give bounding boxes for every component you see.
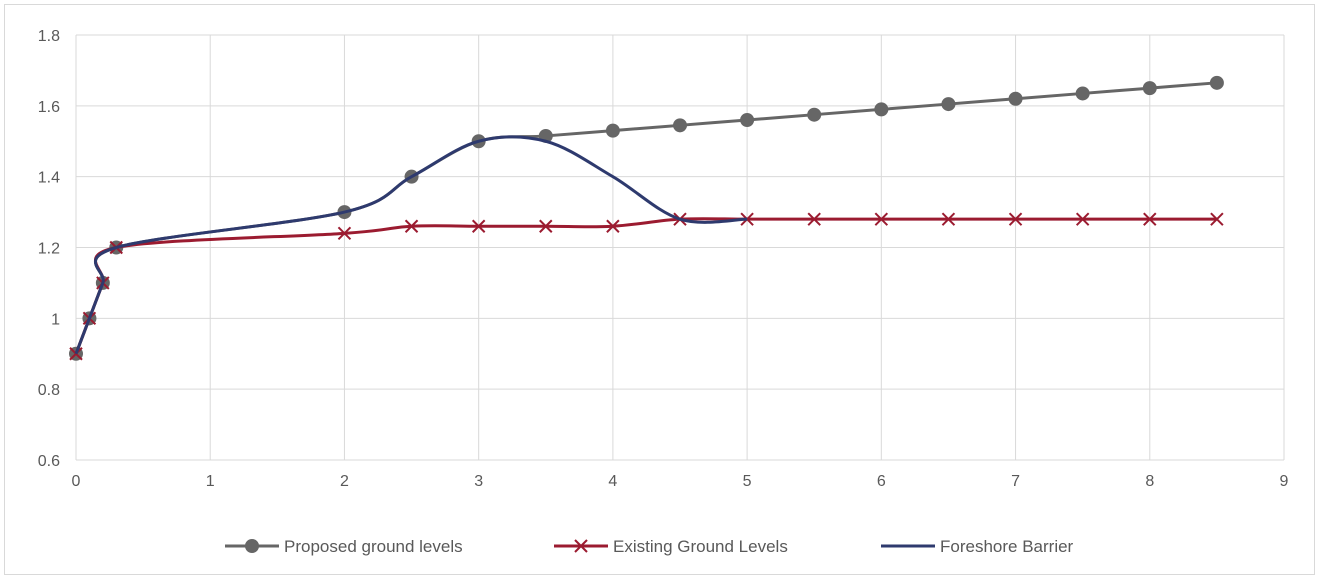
data-point	[1210, 212, 1224, 226]
legend-item: Proposed ground levels	[225, 537, 463, 556]
data-point	[807, 107, 822, 122]
x-tick-label: 5	[743, 473, 752, 490]
series-foreshore-barrier	[74, 135, 748, 355]
data-point	[807, 212, 821, 226]
line-chart: 0 1 2 3 4 5 6 7 8 9 0.6 0.8 1 1.2 1.4 1.6 1.8 Proposed g…	[38, 28, 1289, 556]
y-tick-label: 0.6	[38, 453, 60, 470]
series-lines	[69, 75, 1224, 361]
legend-marker	[245, 539, 259, 553]
data-point	[740, 113, 755, 127]
data-point	[605, 123, 620, 138]
x-tick-label: 4	[608, 473, 617, 490]
x-tick-label: 6	[877, 473, 886, 490]
data-point	[874, 212, 889, 226]
series-existing-ground-levels	[69, 212, 1224, 361]
y-tick-label: 1.6	[38, 99, 60, 116]
data-point	[606, 219, 620, 233]
x-tick-label: 2	[340, 473, 349, 490]
data-point	[539, 219, 553, 233]
data-point	[1075, 86, 1090, 101]
legend-item: Foreshore Barrier	[881, 537, 1074, 556]
data-point	[1209, 75, 1224, 90]
data-point	[1143, 212, 1157, 226]
x-tick-label: 0	[72, 473, 81, 490]
data-point	[404, 219, 419, 233]
y-tick-label: 1.8	[38, 28, 60, 45]
x-tick-label: 1	[206, 473, 215, 490]
legend-item: Existing Ground Levels	[554, 537, 788, 556]
y-tick-label: 1	[51, 311, 60, 328]
x-tick-label: 8	[1145, 473, 1154, 490]
data-point	[740, 212, 754, 226]
gridlines	[75, 34, 1285, 461]
data-point	[1075, 212, 1090, 226]
y-tick-label: 1.2	[38, 241, 60, 258]
data-point	[1008, 91, 1023, 106]
data-point	[1142, 81, 1157, 96]
series-line	[74, 135, 748, 355]
series-line	[74, 217, 1217, 355]
data-point	[874, 102, 889, 117]
y-tick-label: 0.8	[38, 382, 60, 399]
data-point	[673, 118, 687, 133]
data-point	[471, 219, 486, 233]
legend-label: Proposed ground levels	[284, 537, 463, 556]
y-tick-label: 1.4	[38, 170, 60, 187]
data-point	[941, 212, 956, 226]
legend-label: Existing Ground Levels	[613, 537, 788, 556]
chart-frame: 0 1 2 3 4 5 6 7 8 9 0.6 0.8 1 1.2 1.4 1.6 1.8 Proposed g…	[4, 4, 1315, 575]
data-point	[1008, 212, 1023, 226]
x-tick-label: 3	[474, 473, 483, 490]
x-tick-label: 9	[1280, 473, 1289, 490]
legend: Proposed ground levels Existing Ground Le…	[225, 537, 1074, 556]
x-tick-label: 7	[1011, 473, 1020, 490]
data-point	[941, 97, 956, 112]
legend-label: Foreshore Barrier	[940, 537, 1074, 556]
legend-marker	[574, 539, 588, 553]
data-point	[337, 226, 352, 241]
tick-labels: 0 1 2 3 4 5 6 7 8 9 0.6 0.8 1 1.2 1.4 1.6 1.8	[38, 28, 1289, 490]
